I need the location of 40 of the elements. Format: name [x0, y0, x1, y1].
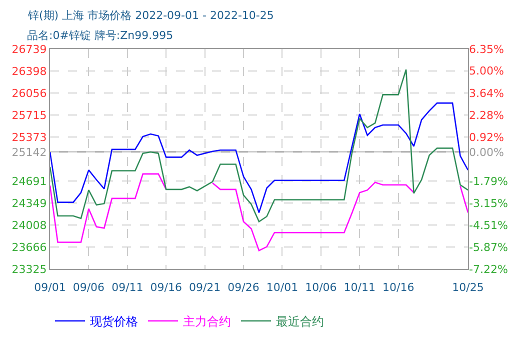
x-tick-label: 09/01: [34, 281, 66, 294]
y2-tick-label: 2.28%: [469, 108, 504, 122]
y-tick-label: 23666: [12, 240, 47, 254]
x-tick-label: 10/16: [382, 281, 414, 294]
y2-tick-label: -4.51%: [469, 218, 508, 232]
y2-tick-label: 5.00%: [469, 64, 504, 78]
y2-tick-label: -3.15%: [469, 196, 508, 210]
x-tick-label: 09/11: [112, 281, 144, 294]
y2-tick-label: 0.00%: [469, 146, 504, 159]
y-tick-label: 25373: [12, 130, 47, 144]
y2-tick-label: 3.64%: [469, 86, 504, 100]
y-tick-label: 26739: [12, 42, 47, 56]
y-tick-label: 24349: [12, 196, 47, 210]
chart-subtitle: 品名:0#锌锭 牌号:Zn99.995: [27, 29, 174, 42]
y2-tick-label: -1.79%: [469, 174, 508, 188]
y-tick-label: 24691: [12, 174, 47, 188]
y-tick-label: 25142: [12, 146, 47, 159]
y2-tick-label: 6.35%: [469, 42, 504, 56]
y-tick-label: 26056: [12, 86, 47, 100]
y2-tick-label: -7.22%: [469, 262, 508, 276]
chart-title: 锌(期) 上海 市场价格 2022-09-01 - 2022-10-25: [27, 9, 274, 22]
x-tick-label: 09/16: [150, 281, 182, 294]
y-tick-label: 26398: [12, 64, 47, 78]
legend-label: 现货价格: [90, 314, 138, 329]
x-tick-label: 09/26: [228, 281, 260, 294]
line-series: [50, 102, 468, 214]
y-tick-label: 23325: [12, 262, 47, 276]
x-tick-label: 10/11: [344, 281, 376, 294]
y2-tick-label: 0.92%: [469, 130, 504, 144]
y-tick-label: 25715: [12, 108, 47, 122]
legend-label: 主力合约: [183, 314, 231, 329]
legend-label: 最近合约: [276, 314, 324, 329]
line-series: [50, 68, 468, 222]
x-tick-label: 09/21: [188, 281, 221, 294]
x-tick-label: 10/01: [266, 281, 298, 294]
x-tick-label: 10/25: [452, 281, 484, 294]
x-tick-label: 09/06: [72, 281, 105, 294]
x-tick-label: 10/06: [305, 281, 337, 294]
y-tick-label: 24008: [12, 218, 47, 232]
y2-tick-label: -5.87%: [469, 240, 508, 254]
